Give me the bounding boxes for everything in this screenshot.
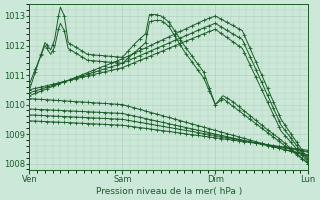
X-axis label: Pression niveau de la mer( hPa ): Pression niveau de la mer( hPa ) [96, 187, 242, 196]
